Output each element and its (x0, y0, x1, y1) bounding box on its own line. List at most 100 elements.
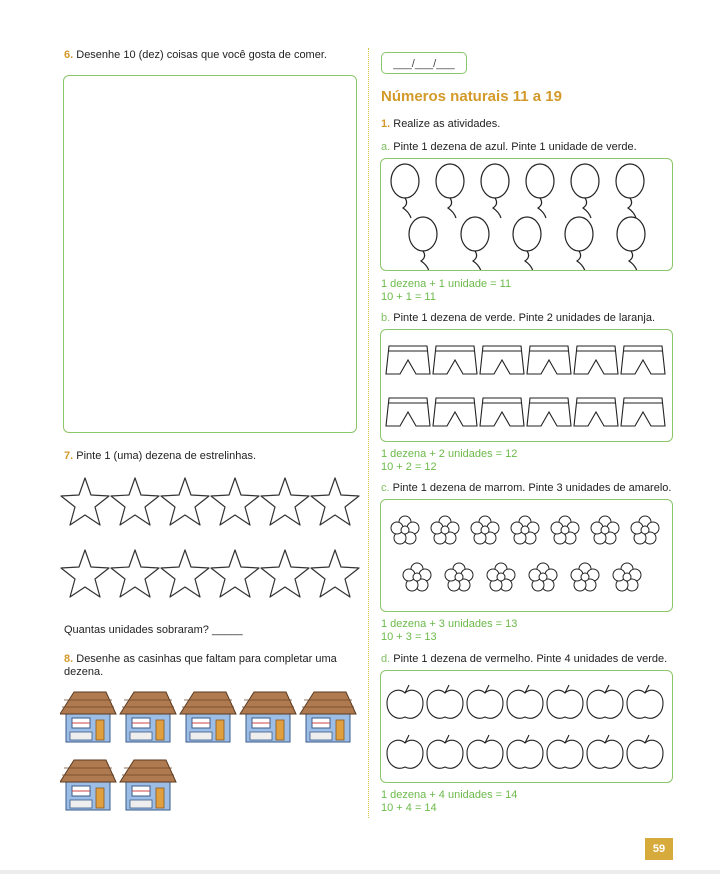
star-icon[interactable] (60, 477, 110, 526)
date-field[interactable]: ___/___/___ (381, 52, 467, 74)
drawing-area[interactable] (63, 75, 357, 433)
balloon-icon[interactable] (460, 216, 490, 270)
flower-icon[interactable] (570, 562, 600, 592)
houses-row-1 (60, 691, 357, 743)
flower-icon[interactable] (470, 515, 500, 545)
balloon-icon[interactable] (616, 216, 646, 270)
shorts-icon[interactable] (479, 397, 525, 427)
balloon-icon[interactable] (480, 163, 510, 219)
activity-c: c. Pinte 1 dezena de marrom. Pinte 3 uni… (381, 482, 671, 494)
balloon-icon[interactable] (512, 216, 542, 270)
activity-c-letter: c. (381, 482, 390, 494)
apple-icon[interactable] (506, 734, 544, 769)
star-icon[interactable] (260, 477, 310, 526)
apple-icon[interactable] (386, 734, 424, 769)
star-icon[interactable] (210, 549, 260, 598)
flower-icon[interactable] (550, 515, 580, 545)
star-icon[interactable] (310, 549, 360, 598)
activity-b-equations: 1 dezena + 2 unidades = 12 10 + 2 = 12 (381, 448, 517, 474)
flower-icon[interactable] (402, 562, 432, 592)
activity-c-eq1: 1 dezena + 3 unidades = 13 (381, 618, 518, 630)
activity-a-letter: a. (381, 141, 391, 153)
flower-icon[interactable] (528, 562, 558, 592)
star-icon[interactable] (160, 549, 210, 598)
apple-icon[interactable] (586, 684, 624, 719)
house-icon (60, 691, 117, 743)
flower-icon[interactable] (430, 515, 460, 545)
shorts-box (380, 329, 673, 442)
shorts-icon[interactable] (385, 397, 431, 427)
apples-box (380, 670, 673, 783)
shorts-icon[interactable] (573, 345, 619, 375)
star-icon[interactable] (160, 477, 210, 526)
apple-icon[interactable] (546, 734, 584, 769)
question-6-text: Desenhe 10 (dez) coisas que você gosta d… (76, 49, 327, 61)
activity-d-eq2: 10 + 4 = 14 (381, 802, 437, 814)
balloon-icon[interactable] (390, 163, 420, 219)
flower-icon[interactable] (390, 515, 420, 545)
shorts-icon[interactable] (620, 397, 666, 427)
activity-d-eq1: 1 dezena + 4 unidades = 14 (381, 789, 518, 801)
apple-icon[interactable] (466, 734, 504, 769)
star-icon[interactable] (260, 549, 310, 598)
flower-icon[interactable] (590, 515, 620, 545)
apple-icon[interactable] (386, 684, 424, 719)
shorts-icon[interactable] (479, 345, 525, 375)
house-icon (299, 691, 357, 743)
apples-svg (386, 684, 664, 769)
flower-icon[interactable] (630, 515, 660, 545)
balloon-icon[interactable] (564, 216, 594, 270)
shorts-icon[interactable] (432, 397, 478, 427)
house-icon (60, 759, 117, 811)
answer-blank[interactable]: _____ (212, 624, 243, 636)
question-8-text: Desenhe as casinhas que faltam para comp… (64, 653, 337, 678)
shorts-icon[interactable] (620, 345, 666, 375)
shorts-icon[interactable] (573, 397, 619, 427)
shorts-icon[interactable] (385, 345, 431, 375)
star-icon[interactable] (110, 549, 160, 598)
balloons-svg (390, 163, 646, 270)
apple-icon[interactable] (626, 684, 664, 719)
flower-icon[interactable] (612, 562, 642, 592)
apple-icon[interactable] (626, 734, 664, 769)
page-bottom-edge (0, 870, 720, 874)
star-icon[interactable] (110, 477, 160, 526)
question-6-number: 6. (64, 49, 74, 61)
activity-a-eq2: 10 + 1 = 11 (381, 291, 436, 303)
apple-icon[interactable] (426, 734, 464, 769)
apple-icon[interactable] (466, 684, 504, 719)
star-icon[interactable] (60, 549, 110, 598)
activity-d-equations: 1 dezena + 4 unidades = 14 10 + 4 = 14 (381, 789, 517, 815)
star-icon[interactable] (310, 477, 360, 526)
question-6: 6. Desenhe 10 (dez) coisas que você gost… (64, 49, 327, 61)
star-icon[interactable] (210, 477, 260, 526)
activity-b-eq2: 10 + 2 = 12 (381, 461, 437, 473)
shorts-icon[interactable] (526, 345, 572, 375)
balloon-icon[interactable] (525, 163, 555, 219)
balloon-icon[interactable] (435, 163, 465, 219)
balloon-icon[interactable] (408, 216, 438, 270)
activity-a-equations: 1 dezena + 1 unidade = 11 10 + 1 = 11 (381, 278, 511, 304)
page-number: 59 (645, 838, 673, 860)
question-7-number: 7. (64, 450, 74, 462)
flower-icon[interactable] (510, 515, 540, 545)
activity-d-letter: d. (381, 653, 391, 665)
shorts-icon[interactable] (432, 345, 478, 375)
shorts-icon[interactable] (526, 397, 572, 427)
activity-c-eq2: 10 + 3 = 13 (381, 631, 437, 643)
apple-icon[interactable] (426, 684, 464, 719)
balloon-icon[interactable] (570, 163, 600, 219)
flower-icon[interactable] (486, 562, 516, 592)
activity-d-text: Pinte 1 dezena de vermelho. Pinte 4 unid… (393, 653, 668, 665)
activity-b-text: Pinte 1 dezena de verde. Pinte 2 unidade… (393, 312, 655, 324)
house-icon (119, 759, 177, 811)
question-8-number: 8. (64, 653, 74, 665)
activity-c-text: Pinte 1 dezena de marrom. Pinte 3 unidad… (392, 482, 672, 494)
activity-a-text: Pinte 1 dezena de azul. Pinte 1 unidade … (393, 141, 637, 153)
balloons-box (380, 158, 673, 271)
flower-icon[interactable] (444, 562, 474, 592)
balloon-icon[interactable] (615, 163, 645, 219)
apple-icon[interactable] (586, 734, 624, 769)
apple-icon[interactable] (506, 684, 544, 719)
apple-icon[interactable] (546, 684, 584, 719)
